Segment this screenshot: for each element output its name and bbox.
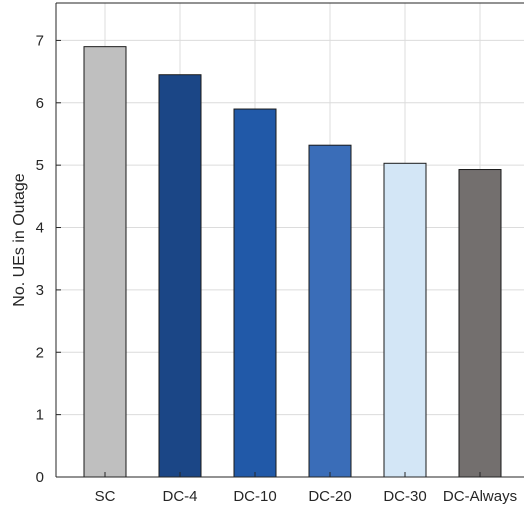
y-tick-label: 6 xyxy=(36,95,44,112)
bar-dc-always xyxy=(458,169,502,478)
y-tick-label: 2 xyxy=(36,344,44,361)
bar-sc xyxy=(83,46,127,478)
x-tick-label: SC xyxy=(95,488,116,505)
bars xyxy=(83,46,502,478)
x-tick-label: DC-4 xyxy=(162,488,197,505)
bar-dc-10 xyxy=(233,108,277,478)
tick-labels: 0 1 2 3 4 5 6 7 SC DC-4 DC-10 DC-20 DC-30 DC-Always xyxy=(36,32,517,505)
x-tick-label: DC-30 xyxy=(383,488,426,505)
y-tick-label: 4 xyxy=(36,220,44,237)
x-tick-label: DC-Always xyxy=(443,488,517,505)
y-tick-label: 3 xyxy=(36,282,44,299)
axes xyxy=(55,2,524,478)
y-axis-label: No. UEs in Outage xyxy=(11,173,28,307)
y-tick-label: 1 xyxy=(36,407,44,424)
y-tick-label: 5 xyxy=(36,157,44,174)
bar-dc-20 xyxy=(308,144,352,478)
x-tick-label: DC-10 xyxy=(233,488,276,505)
bar-dc-4 xyxy=(158,74,202,478)
y-tick-label: 7 xyxy=(36,32,44,49)
x-tick-label: DC-20 xyxy=(308,488,351,505)
y-tick-label: 0 xyxy=(36,469,44,486)
bar-dc-30 xyxy=(383,162,427,478)
